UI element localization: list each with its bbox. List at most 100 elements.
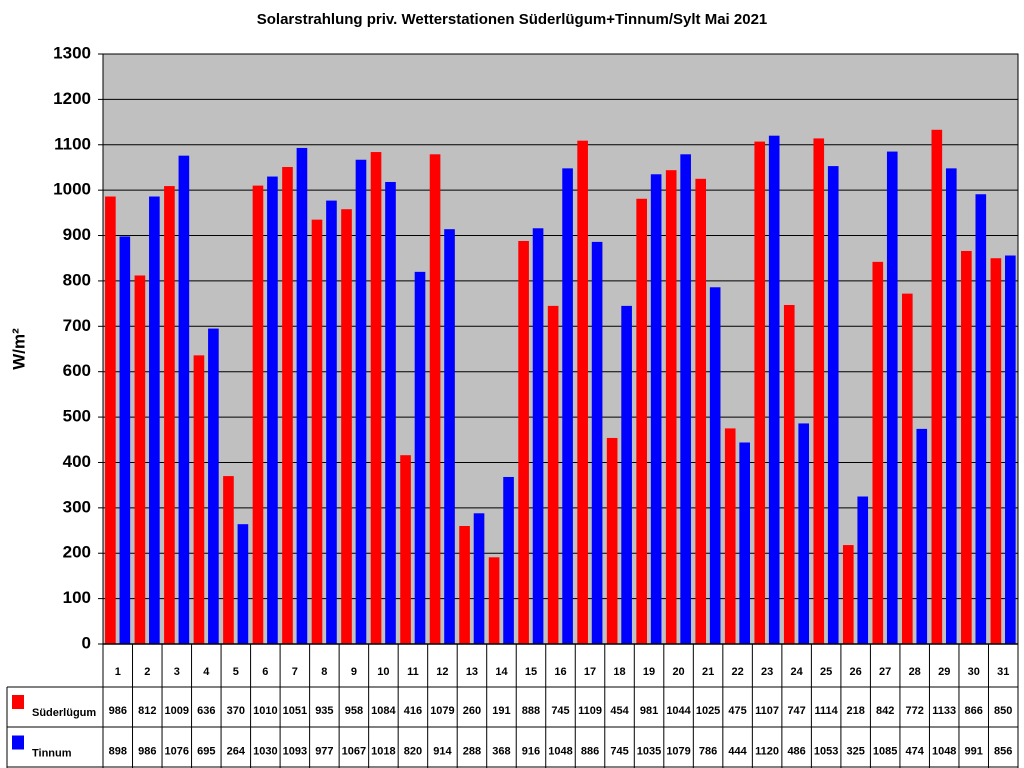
bar — [754, 141, 766, 645]
y-tick-label: 800 — [63, 270, 91, 289]
x-tick-label: 16 — [554, 666, 566, 678]
table-value: 898 — [109, 745, 127, 757]
table-value: 1079 — [666, 745, 690, 757]
table-value: 1085 — [873, 745, 897, 757]
x-tick-label: 25 — [820, 666, 832, 678]
table-value: 986 — [138, 745, 156, 757]
y-tick-label: 300 — [63, 497, 91, 516]
bar — [1005, 255, 1016, 644]
x-tick-label: 30 — [968, 666, 980, 678]
y-tick-label: 1100 — [54, 134, 91, 153]
legend-label: Tinnum — [32, 747, 72, 759]
table-value: 916 — [522, 745, 540, 757]
y-tick-label: 500 — [63, 407, 91, 426]
x-tick-label: 15 — [525, 666, 537, 678]
table-value: 260 — [463, 705, 481, 717]
y-tick-label: 1000 — [53, 180, 91, 199]
x-tick-label: 27 — [879, 666, 891, 678]
y-tick-label: 1200 — [53, 89, 91, 108]
table-value: 695 — [197, 745, 215, 757]
bar — [473, 513, 485, 644]
legend-swatch — [12, 735, 24, 750]
bar — [945, 168, 957, 644]
table-value: 1067 — [342, 745, 366, 757]
bar — [857, 496, 869, 644]
table-value: 856 — [994, 745, 1012, 757]
y-tick-label: 700 — [63, 316, 91, 335]
x-tick-label: 18 — [613, 666, 625, 678]
bar — [591, 241, 603, 644]
table-value: 958 — [345, 705, 363, 717]
bar — [178, 155, 190, 644]
x-tick-label: 10 — [377, 666, 389, 678]
bar — [724, 428, 736, 644]
table-value: 325 — [846, 745, 864, 757]
table-value: 1107 — [755, 705, 779, 717]
bar — [827, 166, 839, 644]
table-value: 368 — [492, 745, 510, 757]
table-value: 1030 — [253, 745, 277, 757]
table-value: 454 — [610, 705, 629, 717]
bar — [636, 198, 647, 644]
bar — [680, 154, 691, 645]
table-value: 981 — [640, 705, 658, 717]
bar — [695, 178, 707, 645]
bar — [902, 293, 913, 644]
table-value: 1018 — [371, 745, 395, 757]
bar — [326, 200, 337, 645]
table-value: 842 — [876, 705, 894, 717]
bar — [532, 228, 544, 644]
bar — [385, 181, 396, 644]
bar — [547, 305, 559, 644]
bar — [311, 219, 323, 644]
x-tick-label: 26 — [850, 666, 862, 678]
bar — [119, 236, 131, 644]
x-tick-label: 24 — [791, 666, 804, 678]
x-tick-label: 13 — [466, 666, 478, 678]
bar — [975, 194, 987, 644]
table-value: 1114 — [815, 705, 839, 717]
bar — [237, 524, 249, 644]
bar — [414, 271, 426, 644]
table-value: 1044 — [666, 705, 691, 717]
table-value: 812 — [138, 705, 156, 717]
table-value: 1133 — [932, 705, 956, 717]
x-tick-label: 1 — [115, 666, 121, 678]
y-tick-label: 100 — [63, 588, 91, 607]
x-tick-label: 29 — [938, 666, 950, 678]
bar — [621, 305, 632, 644]
table-value: 1120 — [755, 745, 779, 757]
x-tick-label: 3 — [174, 666, 180, 678]
chart-title: Solarstrahlung priv. Wetterstationen Süd… — [257, 11, 768, 28]
bar — [606, 437, 618, 644]
table-value: 745 — [610, 745, 628, 757]
x-tick-label: 7 — [292, 666, 298, 678]
bar — [444, 229, 455, 644]
bar — [842, 545, 854, 644]
bar — [400, 455, 411, 644]
table-value: 850 — [994, 705, 1012, 717]
bar — [282, 167, 293, 644]
table-value: 914 — [433, 745, 452, 757]
bar — [459, 526, 470, 644]
x-tick-label: 23 — [761, 666, 773, 678]
table-value: 1025 — [696, 705, 720, 717]
table-value: 474 — [906, 745, 925, 757]
table-value: 636 — [197, 705, 215, 717]
table-value: 1051 — [283, 705, 307, 717]
x-tick-label: 5 — [233, 666, 239, 678]
table-value: 1076 — [165, 745, 189, 757]
x-tick-label: 21 — [702, 666, 714, 678]
bar — [223, 476, 234, 644]
table-value: 1009 — [165, 705, 189, 717]
x-tick-label: 12 — [436, 666, 448, 678]
table-value: 1093 — [283, 745, 307, 757]
y-tick-label: 400 — [63, 452, 91, 471]
bar — [370, 152, 382, 644]
bar — [134, 275, 146, 644]
table-value: 991 — [965, 745, 983, 757]
table-value: 986 — [109, 705, 127, 717]
table-value: 475 — [728, 705, 746, 717]
